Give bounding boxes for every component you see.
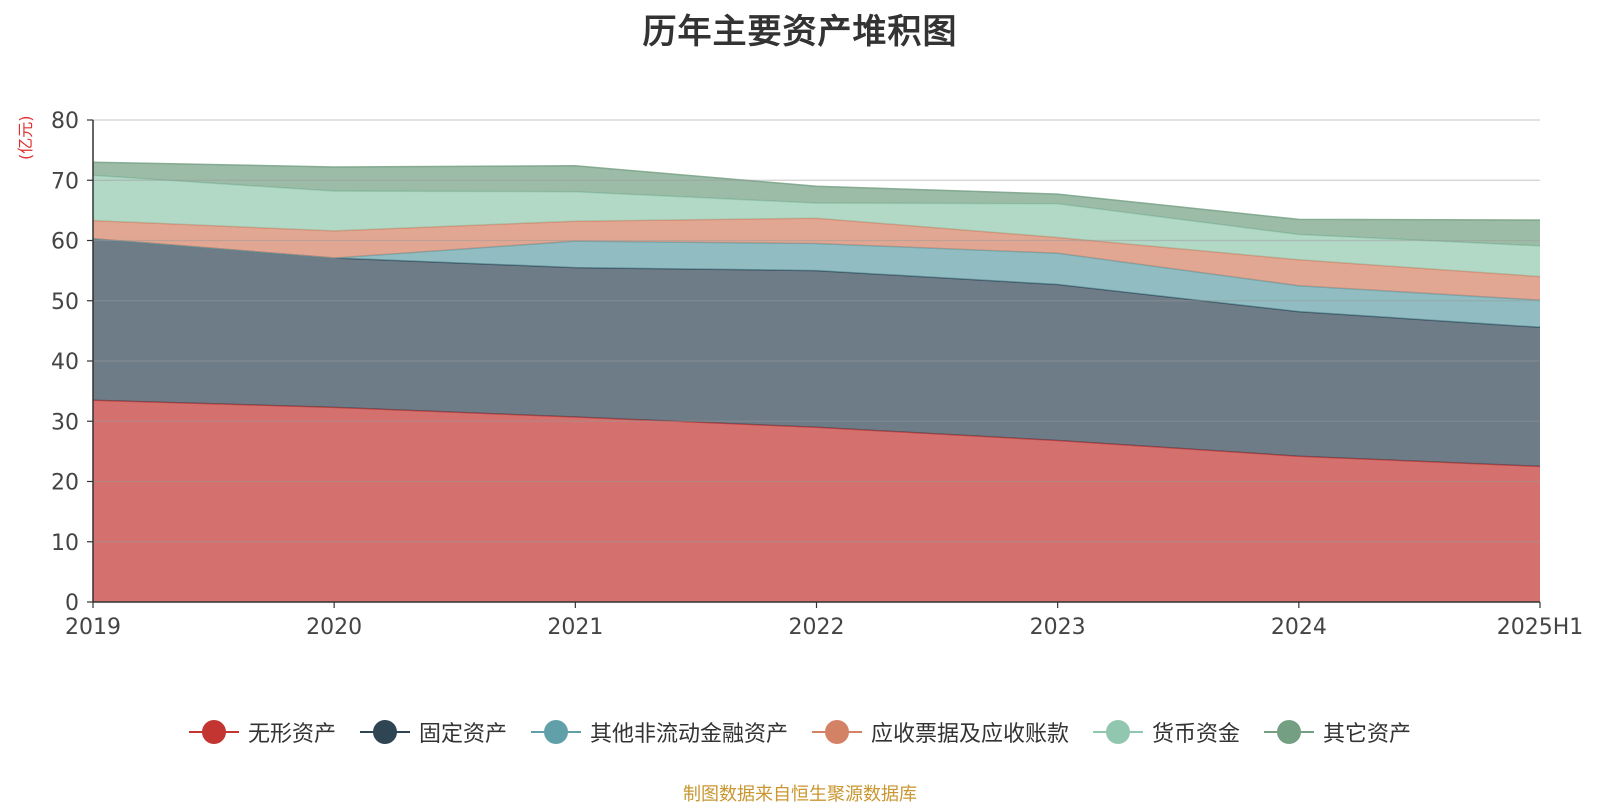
y-tick-label-30: 30 [51, 410, 79, 435]
x-tick-label-2022: 2022 [789, 615, 845, 640]
x-tick-label-2019: 2019 [65, 615, 121, 640]
legend-label: 应收票据及应收账款 [871, 722, 1070, 747]
stacked-area-chart: 0 10 20 30 40 50 60 70 80 2019 2020 2021 2022 2023 202… [51, 109, 1584, 640]
y-tick-label-20: 20 [51, 471, 79, 496]
legend-marker-icon [359, 720, 410, 744]
x-tick-label-2020: 2020 [306, 615, 362, 640]
legend-item-4[interactable]: 货币资金 [1093, 716, 1240, 748]
series-line-5 [92, 161, 1541, 221]
x-tick-label-2021: 2021 [547, 615, 603, 640]
area-series-3 [93, 218, 1540, 301]
legend-item-3[interactable]: 应收票据及应收账款 [812, 716, 1069, 748]
legend-item-2[interactable]: 其他非流动金融资产 [530, 716, 788, 748]
legend-item-5[interactable]: 其它资产 [1264, 716, 1411, 748]
legend-item-0[interactable]: 无形资产 [188, 716, 336, 748]
legend-marker-icon [530, 720, 581, 744]
y-tick-label-50: 50 [51, 290, 79, 315]
chart-legend: 无形资产 固定资产 其他非流动金融资产 应收票据及应收账款 货币资金 其它资产 [0, 716, 1600, 748]
legend-marker-icon [1264, 720, 1315, 744]
y-tick-label-70: 70 [51, 169, 79, 194]
legend-label: 固定资产 [418, 722, 507, 747]
data-source-note: 制图数据来自恒生聚源数据库 [683, 784, 917, 805]
x-tick-label-2024: 2024 [1271, 615, 1327, 640]
y-tick-label-80: 80 [51, 109, 79, 134]
x-tick-label-2023: 2023 [1030, 615, 1086, 640]
x-tick-label-2025H1: 2025H1 [1497, 615, 1584, 640]
area-series-5 [93, 162, 1540, 246]
legend-marker-icon [812, 720, 862, 744]
legend-label: 其它资产 [1323, 722, 1412, 747]
legend-marker-icon [188, 720, 239, 744]
legend-label: 货币资金 [1152, 722, 1241, 747]
area-series-4 [93, 175, 1540, 277]
legend-label: 无形资产 [247, 722, 336, 747]
area-series-0 [93, 400, 1540, 602]
area-series-1 [93, 238, 1540, 467]
area-series-2 [93, 238, 1540, 328]
legend-label: 其他非流动金融资产 [589, 722, 788, 747]
legend-marker-icon [1093, 720, 1144, 744]
y-tick-label-0: 0 [65, 591, 79, 616]
y-tick-label-10: 10 [51, 531, 79, 556]
legend-item-1[interactable]: 固定资产 [359, 716, 507, 748]
chart-title: 历年主要资产堆积图 [642, 12, 958, 52]
y-tick-label-40: 40 [51, 350, 79, 375]
y-tick-label-60: 60 [51, 230, 79, 255]
